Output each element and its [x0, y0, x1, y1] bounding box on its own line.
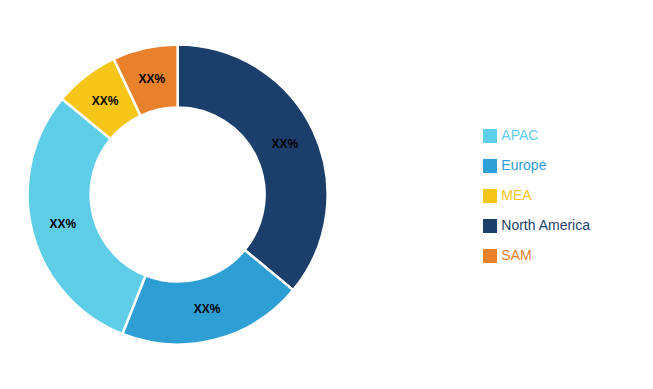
svg-text:XX%: XX% [271, 137, 298, 151]
html-text:MEA: MEA [501, 186, 532, 203]
svg-text:XX%: XX% [194, 302, 221, 316]
svg-text:XX%: XX% [92, 94, 119, 108]
html-text:SAM: SAM [501, 246, 532, 263]
svg-text:XX%: XX% [49, 217, 76, 231]
html-text:North America: North America [501, 216, 590, 233]
html-text:Europe: Europe [501, 156, 547, 173]
svg-text:XX%: XX% [138, 72, 165, 86]
html-text:APAC: APAC [501, 126, 539, 143]
